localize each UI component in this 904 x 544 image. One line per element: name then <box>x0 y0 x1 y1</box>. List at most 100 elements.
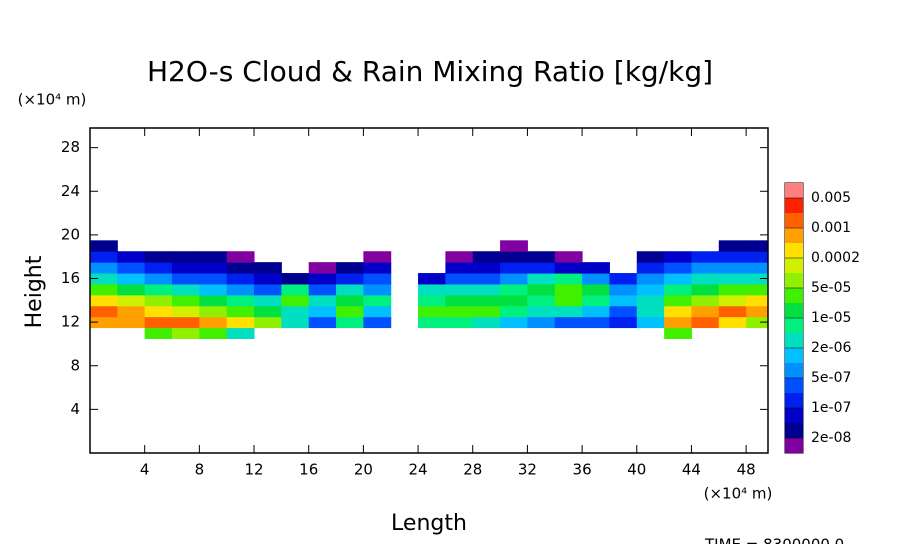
colorbar-label: 5e-07 <box>811 370 851 386</box>
colorbar-bin <box>785 213 803 228</box>
contour-cell <box>746 240 768 252</box>
contour-cell <box>609 294 638 307</box>
x-unit: (×10⁴ m) <box>704 485 773 503</box>
contour-cell <box>117 294 146 307</box>
contour-cell <box>691 283 720 296</box>
contour-cell <box>554 283 583 296</box>
colorbar-bin <box>785 318 803 333</box>
contour-cell <box>527 262 556 274</box>
contour-cell <box>336 294 364 307</box>
contour-cell <box>609 316 638 329</box>
contour-cell <box>172 327 200 339</box>
contour-cell <box>418 273 446 285</box>
contour-cell <box>691 273 720 285</box>
contour-cell <box>472 251 501 263</box>
contour-cell <box>609 273 638 285</box>
contour-cell <box>582 273 610 285</box>
contour-cell <box>336 305 364 318</box>
x-tick-label: 20 <box>354 461 373 479</box>
y-axis-label: Height <box>22 255 47 328</box>
contour-cell <box>172 251 200 263</box>
contour-cell <box>254 316 282 329</box>
contour-cell <box>144 262 173 274</box>
y-tick-label: 4 <box>70 400 80 418</box>
colorbar-label: 5e-05 <box>811 280 851 296</box>
contour-cell <box>445 294 474 307</box>
contour-cell <box>308 305 337 318</box>
contour-cell <box>117 316 146 329</box>
contour-cell <box>226 316 255 329</box>
contour-cell <box>117 251 146 263</box>
contour-cell <box>718 251 747 263</box>
contour-cell <box>527 316 556 329</box>
x-tick-label: 4 <box>140 461 150 479</box>
contour-cell <box>636 305 665 318</box>
contour-cell <box>691 262 720 274</box>
contour-cell <box>527 251 556 263</box>
contour-cell <box>90 294 118 307</box>
contour-cell <box>746 305 768 318</box>
contour-cell <box>117 262 146 274</box>
y-tick-label: 16 <box>61 269 80 287</box>
contour-cell <box>336 316 364 329</box>
contour-cell <box>582 316 610 329</box>
contour-cell <box>664 294 692 307</box>
colorbar-label: 0.0002 <box>811 250 860 266</box>
x-tick-label: 44 <box>682 461 701 479</box>
colorbar-label: 0.005 <box>811 190 851 206</box>
contour-cell <box>363 283 392 296</box>
contour-cell <box>445 273 474 285</box>
contour-cell <box>418 294 446 307</box>
contour-cell <box>308 294 337 307</box>
contour-cell <box>90 283 118 296</box>
contour-cell <box>746 251 768 263</box>
contour-cell <box>691 294 720 307</box>
x-tick-label: 28 <box>463 461 482 479</box>
contour-cell <box>445 251 474 263</box>
y-tick-label: 12 <box>61 313 80 331</box>
contour-cell <box>144 305 173 318</box>
contour-cell <box>144 273 173 285</box>
contour-cell <box>281 294 310 307</box>
contour-cell <box>718 240 747 252</box>
contour-cell <box>636 283 665 296</box>
colorbar-bin <box>785 183 803 198</box>
colorbar-bin <box>785 333 803 348</box>
colorbar-bin <box>785 198 803 213</box>
x-tick-label: 24 <box>409 461 428 479</box>
contour-cell <box>554 273 583 285</box>
contour-cell <box>199 283 228 296</box>
contour-cell <box>636 251 665 263</box>
contour-cell <box>418 283 446 296</box>
contour-cell <box>90 251 118 263</box>
contour-cell <box>582 294 610 307</box>
contour-cell <box>199 305 228 318</box>
colorbar-bin <box>785 423 803 438</box>
colorbar-bin <box>785 363 803 378</box>
contour-cell <box>144 327 173 339</box>
contour-cell <box>691 316 720 329</box>
contour-cell <box>582 305 610 318</box>
chart-title: H2O-s Cloud & Rain Mixing Ratio [kg/kg] <box>147 55 713 88</box>
contour-cell <box>281 273 310 285</box>
contour-cell <box>582 283 610 296</box>
contour-cell <box>746 283 768 296</box>
colorbar-bin <box>785 378 803 393</box>
contour-cell <box>308 316 337 329</box>
contour-cell <box>664 251 692 263</box>
contour-cell <box>363 251 392 263</box>
contour-cell <box>226 251 255 263</box>
contour-cell <box>664 262 692 274</box>
contour-cell <box>336 262 364 274</box>
x-axis-label: Length <box>391 511 467 536</box>
contour-cell <box>500 251 528 263</box>
contour-cell <box>527 273 556 285</box>
contour-cell <box>254 273 282 285</box>
colorbar-label: 0.001 <box>811 220 851 236</box>
contour-cell <box>554 294 583 307</box>
colorbar-label: 2e-06 <box>811 340 851 356</box>
colorbar-label: 1e-07 <box>811 400 851 416</box>
contour-cell <box>718 294 747 307</box>
contour-cell <box>199 294 228 307</box>
contour-cell <box>363 305 392 318</box>
